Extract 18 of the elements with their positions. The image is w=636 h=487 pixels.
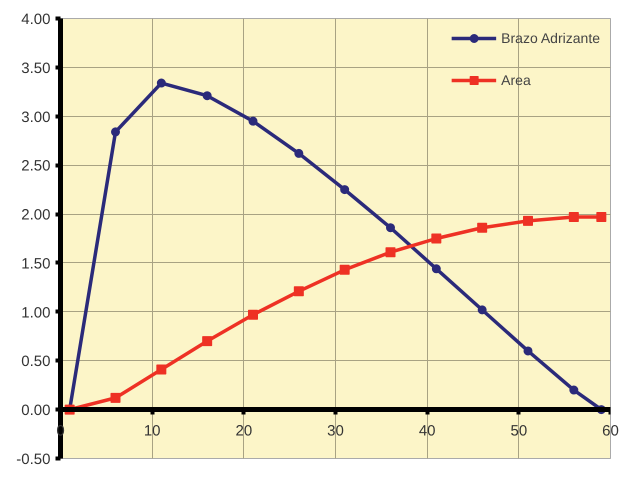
x-tick-label: 10 bbox=[144, 422, 161, 440]
y-tick-label: -0.50 bbox=[16, 451, 51, 468]
x-tick-label: 60 bbox=[602, 422, 619, 440]
legend-label: Area bbox=[501, 72, 531, 88]
x-tick-label: 50 bbox=[510, 422, 528, 440]
legend-label: Brazo Adrizante bbox=[501, 30, 600, 46]
x-tick-label: 40 bbox=[418, 422, 436, 440]
y-tick-label: 0.00 bbox=[21, 402, 51, 420]
y-tick-label: 0.50 bbox=[21, 353, 51, 370]
y-tick-label: 2.50 bbox=[21, 158, 51, 175]
y-tick-label: 1.50 bbox=[21, 255, 51, 272]
y-tick-label: 1.00 bbox=[21, 304, 51, 322]
y-tick-label: 4.00 bbox=[21, 11, 51, 28]
y-tick-label: 3.00 bbox=[21, 108, 51, 126]
y-tick-label: 2.00 bbox=[21, 206, 51, 224]
y-tick-label: 3.50 bbox=[21, 60, 51, 77]
x-tick-label: 30 bbox=[327, 422, 344, 440]
x-tick-label: 20 bbox=[235, 422, 252, 440]
